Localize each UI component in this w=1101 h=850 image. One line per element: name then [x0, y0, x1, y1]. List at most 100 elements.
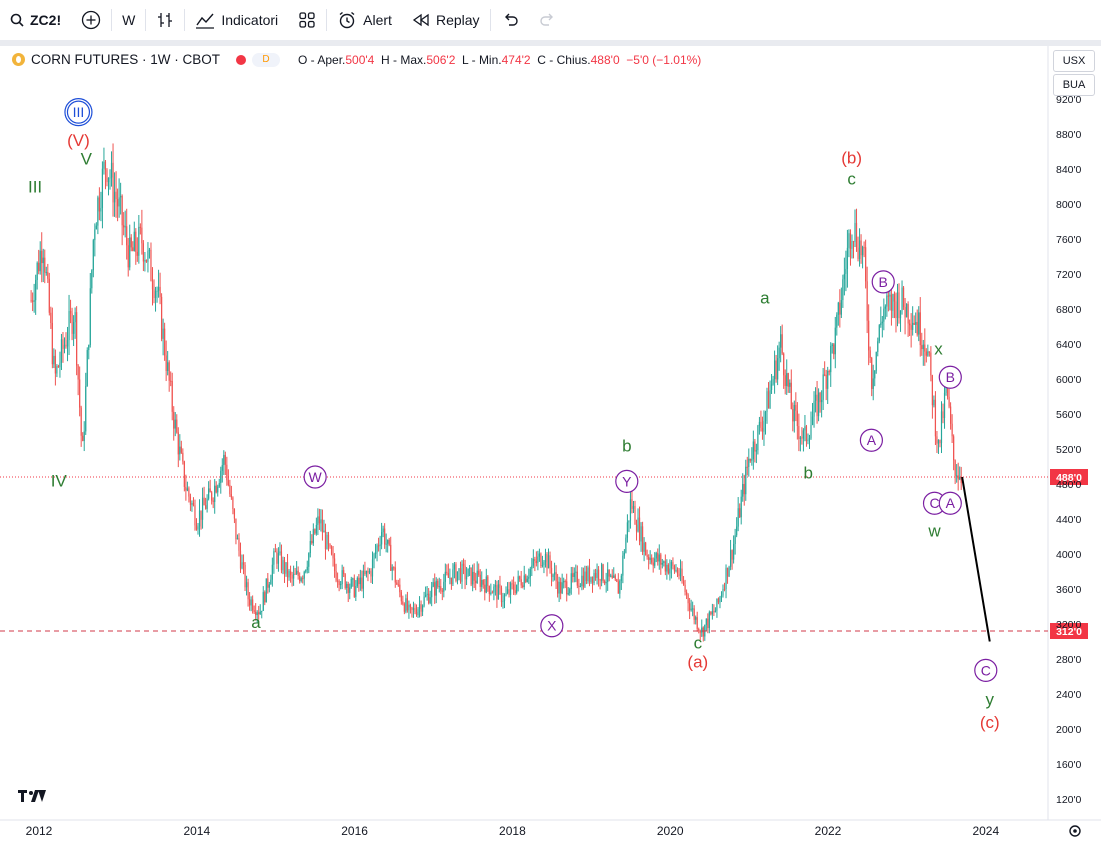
candle-body — [227, 480, 229, 485]
candle-body — [496, 585, 498, 600]
candle-body — [860, 240, 862, 256]
candle-body — [133, 231, 135, 251]
candle-body — [377, 545, 380, 547]
candle-body — [85, 386, 87, 432]
candle-body — [452, 569, 454, 585]
candle-body — [939, 439, 941, 444]
candle-body — [186, 488, 188, 491]
last-price-tag — [1050, 469, 1088, 485]
candle-body — [101, 168, 104, 209]
candle-body — [296, 570, 298, 574]
candle-body — [79, 379, 81, 408]
price-tick-label: 680'0 — [1056, 304, 1082, 316]
candle-body — [77, 365, 79, 380]
candle-body — [672, 562, 674, 566]
wave-label: y — [985, 690, 994, 709]
price-tick-label: 560'0 — [1056, 409, 1082, 421]
candle-body — [337, 580, 339, 582]
candle-body — [746, 466, 748, 468]
tradingview-logo — [18, 790, 46, 802]
candle-body — [936, 436, 938, 444]
candle-body — [403, 604, 405, 612]
candle-body — [937, 439, 940, 444]
candle-body — [355, 586, 357, 597]
candle-body — [88, 344, 90, 351]
candle-body — [164, 328, 166, 356]
candle-body — [242, 562, 245, 565]
wave-label: w — [927, 521, 941, 540]
candle-body — [570, 573, 572, 589]
candle-body — [652, 562, 654, 566]
price-chart[interactable]: 488'0 312'0 120'0 160'0 200'0 240'0 280'0 320'… — [0, 46, 1101, 845]
symbol-search[interactable]: ZC2! — [0, 0, 71, 40]
candle-body — [98, 197, 100, 212]
candle-body — [396, 582, 398, 585]
price-tick-label: 480'0 — [1056, 479, 1082, 491]
candle-body — [48, 278, 50, 313]
candle-body — [247, 582, 249, 600]
candle-body — [32, 300, 34, 302]
levels-layer: 488'0 312'0 — [0, 469, 1088, 642]
candle-body — [475, 580, 477, 584]
candle-body — [599, 579, 601, 581]
candle-body — [904, 306, 906, 318]
settings-gear-icon[interactable] — [1069, 825, 1081, 837]
candle-body — [666, 564, 668, 572]
candle-body — [189, 496, 192, 505]
templates-button[interactable] — [288, 0, 326, 40]
candle-body — [742, 483, 744, 497]
currency-button[interactable]: USX — [1053, 50, 1095, 72]
candle-body — [871, 357, 873, 389]
candle-body — [195, 525, 198, 530]
candle-body — [749, 458, 751, 461]
replay-button[interactable]: Replay — [402, 0, 490, 40]
candle-body — [56, 366, 58, 374]
candle-body — [326, 534, 328, 550]
candle-body — [649, 557, 651, 560]
candle-body — [733, 543, 735, 560]
candle-body — [852, 241, 855, 243]
candle-body — [581, 575, 583, 587]
candle-body — [940, 411, 943, 444]
candle-body — [50, 312, 52, 323]
candle-body — [151, 280, 154, 290]
candle-body — [289, 571, 292, 575]
alert-button[interactable]: Alert — [327, 0, 402, 40]
candle-body — [159, 286, 161, 297]
indicators-button[interactable]: Indicatori — [185, 0, 288, 40]
candle-body — [855, 222, 858, 248]
candle-body — [432, 582, 434, 587]
candle-body — [267, 578, 269, 588]
undo-button[interactable] — [491, 0, 529, 40]
candle-body — [572, 573, 574, 577]
candle-body — [949, 406, 952, 424]
wave-circle — [871, 270, 895, 294]
candle-body — [476, 570, 478, 584]
candle-body — [682, 580, 685, 585]
candle-body — [664, 561, 666, 572]
wave-label: IV — [51, 471, 68, 490]
candle-body — [866, 281, 868, 321]
unit-button[interactable]: BUA — [1053, 74, 1095, 96]
candle-body — [740, 496, 742, 518]
candle-body — [725, 567, 727, 590]
chart-pane[interactable]: 488'0 312'0 120'0 160'0 200'0 240'0 280'0 320'… — [0, 46, 1101, 845]
chart-type-button[interactable] — [146, 0, 184, 40]
candle-body — [147, 250, 149, 262]
candle-body — [478, 570, 480, 575]
interval-button[interactable]: W — [112, 0, 145, 40]
candle-body — [845, 268, 847, 274]
candle-body — [276, 551, 278, 564]
candle-body — [203, 497, 205, 506]
candle-body — [305, 570, 307, 572]
redo-button[interactable] — [529, 0, 567, 40]
candle-body — [547, 555, 550, 569]
candle-body — [684, 584, 686, 592]
candle-body — [555, 572, 557, 582]
compare-button[interactable] — [71, 0, 111, 40]
candle-body — [954, 460, 956, 476]
candle-body — [540, 553, 542, 567]
candle-body — [221, 465, 223, 471]
candle-body — [374, 552, 377, 555]
candle-body — [611, 575, 613, 578]
